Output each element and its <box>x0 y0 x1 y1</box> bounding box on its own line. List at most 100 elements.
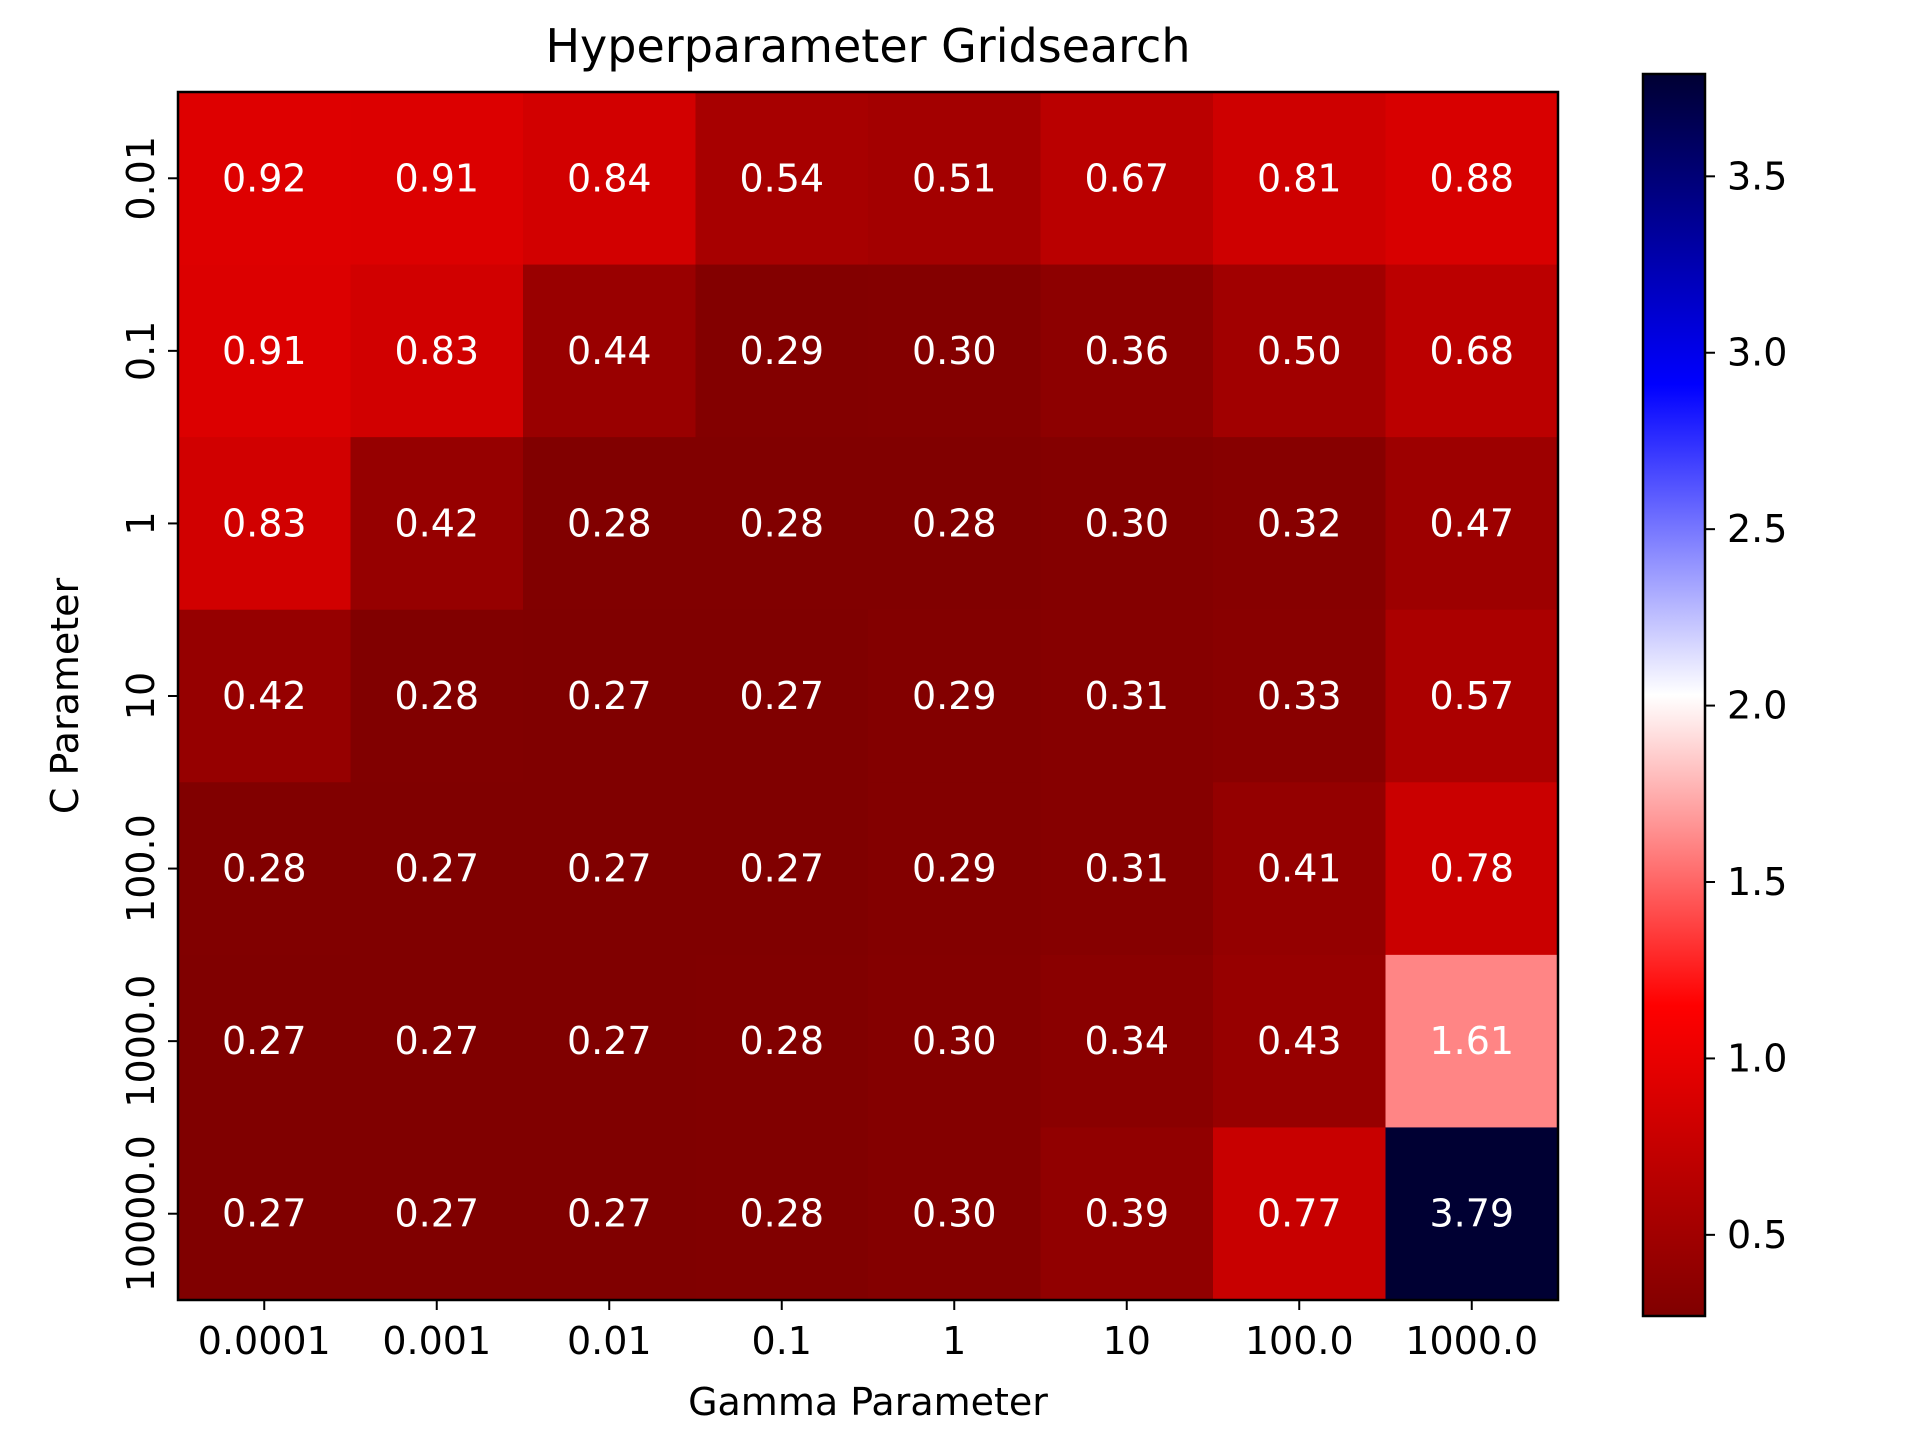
heatmap-cell <box>868 782 1042 956</box>
colorbar-ticks: 0.5 1.0 1.5 2.0 2.5 3.0 3.5 <box>1705 154 1787 1257</box>
x-tick-label: 0.001 <box>382 1319 491 1363</box>
heatmap-cell <box>178 954 352 1129</box>
cell-value-labels: 0.92 0.91 0.84 0.54 0.51 0.67 0.81 0.88 0.91 0.83… <box>222 156 1514 1235</box>
heatmap-cell <box>868 1127 1042 1301</box>
cell-value-label: 0.27 <box>394 1019 479 1063</box>
heatmap-cell <box>523 609 697 783</box>
cell-value-label: 0.31 <box>1084 674 1169 718</box>
cell-value-label: 0.28 <box>567 501 652 545</box>
x-tick-label: 10 <box>1103 1319 1151 1363</box>
colorbar-tick-label: 1.0 <box>1727 1036 1787 1080</box>
colorbar-frame <box>1641 72 1707 1318</box>
cell-value-label: 0.27 <box>394 1192 479 1236</box>
heatmap-cell <box>178 1127 352 1301</box>
cell-value-label: 0.27 <box>567 1019 652 1063</box>
cell-value-label: 0.29 <box>912 847 997 891</box>
heatmap-cell <box>1213 782 1387 956</box>
heatmap-cell <box>350 437 524 611</box>
heatmap-cell <box>1040 609 1214 783</box>
heatmap-cell <box>350 954 524 1129</box>
cell-value-label: 0.32 <box>1257 501 1342 545</box>
cell-value-label: 0.30 <box>912 329 997 373</box>
chart-title: Hyperparameter Gridsearch <box>545 19 1190 73</box>
colorbar-tick-label: 3.5 <box>1727 154 1787 198</box>
cell-value-label: 0.28 <box>739 1192 824 1236</box>
cell-value-label: 0.27 <box>567 847 652 891</box>
cell-value-label: 0.27 <box>222 1192 307 1236</box>
heatmap-cell <box>1213 437 1387 611</box>
cell-value-label: 0.91 <box>394 156 479 200</box>
y-tick-label: 100.0 <box>119 814 163 923</box>
heatmap-cell <box>695 92 869 266</box>
cell-value-label: 0.44 <box>567 329 652 373</box>
cell-value-label: 0.31 <box>1084 847 1169 891</box>
heatmap-cell <box>695 609 869 783</box>
heatmap-cell <box>868 92 1042 266</box>
cell-value-label: 0.68 <box>1429 329 1514 373</box>
cell-value-label: 1.61 <box>1429 1019 1514 1063</box>
heatmap-cell <box>523 954 697 1129</box>
x-axis: 0.0001 0.001 0.01 0.1 1 10 100.0 1000.0 <box>198 1300 1538 1363</box>
heatmap-cell <box>523 782 697 956</box>
cell-value-label: 0.27 <box>222 1019 307 1063</box>
cell-value-label: 0.78 <box>1429 847 1514 891</box>
cell-value-label: 0.91 <box>222 329 307 373</box>
cell-value-label: 0.67 <box>1084 156 1169 200</box>
y-tick-label: 10 <box>119 672 163 720</box>
cell-value-label: 0.33 <box>1257 674 1342 718</box>
cell-value-label: 0.57 <box>1429 674 1514 718</box>
colorbar-tick-label: 1.5 <box>1727 860 1787 904</box>
cell-value-label: 0.30 <box>912 1192 997 1236</box>
heatmap-cell <box>1385 609 1559 783</box>
heatmap-cell <box>178 437 352 611</box>
heatmap-cell <box>1385 1127 1559 1301</box>
heatmap-cell <box>178 92 352 266</box>
cell-value-label: 0.92 <box>222 156 307 200</box>
y-tick-label: 1 <box>119 511 163 535</box>
cell-value-label: 0.28 <box>739 1019 824 1063</box>
heatmap-cells <box>178 92 1559 1301</box>
heatmap-cell <box>695 954 869 1129</box>
heatmap-cell <box>1385 954 1559 1129</box>
cell-value-label: 0.28 <box>222 847 307 891</box>
y-tick-label: 0.1 <box>119 321 163 381</box>
heatmap-cell <box>1385 264 1559 438</box>
cell-value-label: 0.29 <box>912 674 997 718</box>
cell-value-label: 0.54 <box>739 156 824 200</box>
heatmap-cell <box>350 609 524 783</box>
cell-value-label: 3.79 <box>1429 1192 1514 1236</box>
cell-value-label: 0.28 <box>394 674 479 718</box>
y-tick-label: 1000.0 <box>119 975 163 1108</box>
cell-value-label: 0.27 <box>567 1192 652 1236</box>
cell-value-label: 0.77 <box>1257 1192 1342 1236</box>
cell-value-label: 0.27 <box>567 674 652 718</box>
colorbar-tick-label: 0.5 <box>1727 1213 1787 1257</box>
heatmap-cell <box>523 92 697 266</box>
cell-value-label: 0.39 <box>1084 1192 1169 1236</box>
y-axis-label: C Parameter <box>43 577 87 814</box>
x-tick-label: 0.0001 <box>198 1319 331 1363</box>
heatmap-cell <box>868 264 1042 438</box>
heatmap-cell <box>695 264 869 438</box>
x-tick-label: 100.0 <box>1245 1319 1354 1363</box>
x-tick-label: 0.01 <box>567 1319 652 1363</box>
cell-value-label: 0.28 <box>912 501 997 545</box>
x-tick-label: 0.1 <box>752 1319 812 1363</box>
heatmap-cell <box>1040 92 1214 266</box>
heatmap-cell <box>1213 264 1387 438</box>
x-tick-label: 1000.0 <box>1405 1319 1538 1363</box>
cell-value-label: 0.27 <box>394 847 479 891</box>
colorbar-tick-label: 3.0 <box>1727 331 1787 375</box>
cell-value-label: 0.27 <box>739 674 824 718</box>
heatmap-cell <box>868 954 1042 1129</box>
cell-value-label: 0.28 <box>739 501 824 545</box>
x-axis-label: Gamma Parameter <box>688 1380 1048 1424</box>
cell-value-label: 0.29 <box>739 329 824 373</box>
cell-value-label: 0.84 <box>567 156 652 200</box>
heatmap-cell <box>523 437 697 611</box>
heatmap-cell <box>695 437 869 611</box>
y-axis: 0.01 0.1 1 10 100.0 1000.0 10000.0 <box>119 136 178 1292</box>
y-tick-label: 10000.0 <box>119 1135 163 1292</box>
cell-value-label: 0.47 <box>1429 501 1514 545</box>
heatmap-cell <box>1213 92 1387 266</box>
